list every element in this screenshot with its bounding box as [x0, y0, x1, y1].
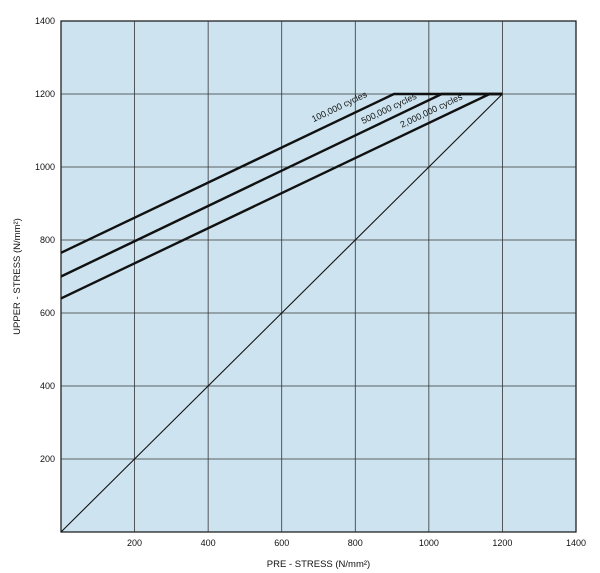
y-tick-label: 600: [40, 308, 55, 318]
y-tick-label: 400: [40, 381, 55, 391]
y-tick-label: 200: [40, 454, 55, 464]
x-tick-label: 200: [127, 538, 142, 548]
diagonal-line: [60, 93, 503, 533]
x-tick-label: 1000: [419, 538, 439, 548]
y-axis-label: UPPER - STRESS (N/mm²): [12, 218, 23, 335]
x-axis-label: PRE - STRESS (N/mm²): [267, 559, 370, 570]
y-tick-label: 1200: [35, 89, 55, 99]
x-tick-label: 600: [274, 538, 289, 548]
x-tick-label: 800: [348, 538, 363, 548]
x-tick-label: 400: [201, 538, 216, 548]
y-tick-label: 1000: [35, 162, 55, 172]
grid: [61, 21, 576, 532]
x-tick-label: 1200: [492, 538, 512, 548]
tick-labels: 200 400 600 800 1000 1200 1400 200 400 600 800 1000…: [35, 16, 586, 548]
y-tick-label: 1400: [35, 16, 55, 26]
series-line-2: [60, 92, 503, 278]
series-line-3: [60, 92, 503, 300]
series-lines: [60, 92, 503, 533]
x-tick-label: 1400: [566, 538, 586, 548]
y-tick-label: 800: [40, 235, 55, 245]
